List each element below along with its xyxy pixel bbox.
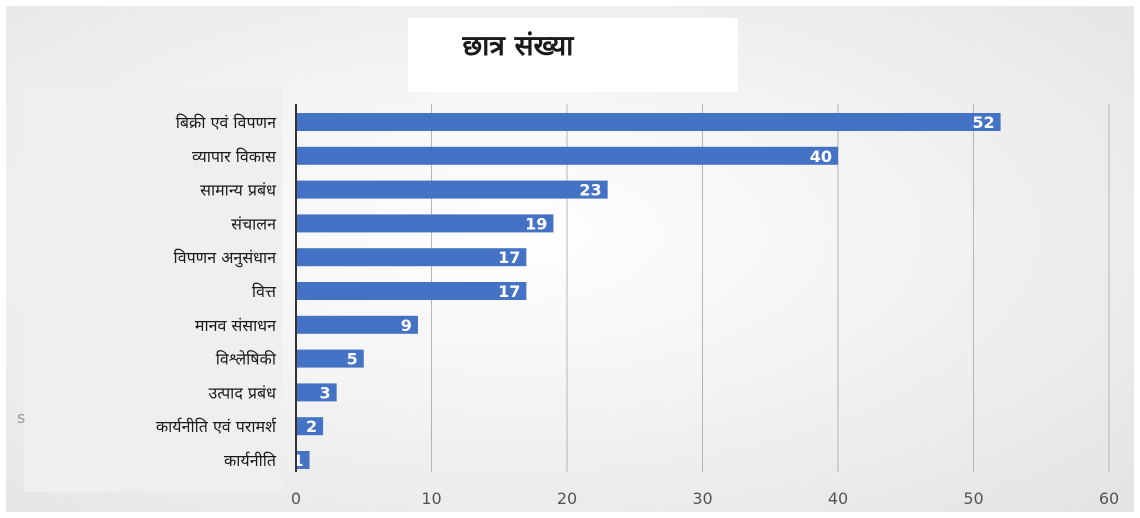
category-label: कार्यनीति एवं परामर्श: [156, 417, 277, 436]
bar: [296, 315, 418, 334]
x-tick-label: 30: [692, 489, 712, 508]
data-label: 3: [320, 383, 331, 402]
category-label: संचालन: [231, 214, 277, 233]
data-label: 19: [525, 214, 547, 233]
x-tick-label: 50: [963, 489, 983, 508]
bar: [296, 180, 608, 199]
title-background: [408, 18, 738, 92]
bar: [296, 349, 364, 368]
data-label: 52: [972, 113, 994, 132]
category-label: वित्त: [252, 282, 277, 301]
category-label: कार्यनीति: [224, 451, 277, 470]
category-label: विपणन अनुसंधान: [174, 248, 278, 268]
stray-mark: s: [17, 408, 26, 427]
category-label: मानव संसाधन: [195, 316, 277, 335]
chart-title: छात्र संख्या: [462, 29, 574, 62]
bar: [296, 282, 527, 300]
data-label: 9: [401, 316, 412, 335]
data-label: 17: [498, 282, 520, 301]
data-label: 40: [810, 147, 832, 166]
data-label: 2: [306, 417, 317, 436]
bar: [296, 383, 337, 402]
x-tick-label: 10: [421, 489, 441, 508]
category-label: सामान्य प्रबंध: [200, 181, 277, 200]
bar: [296, 214, 554, 233]
category-label-panel: [24, 88, 282, 492]
bar: [296, 451, 310, 469]
x-tick-label: 20: [557, 489, 577, 508]
bar: [296, 417, 324, 436]
data-label: 1: [292, 451, 303, 470]
category-label: बिक्री एवं विपणन: [176, 113, 277, 132]
x-tick-label: 0: [291, 489, 301, 508]
bar: [296, 113, 1001, 131]
data-label: 5: [347, 350, 358, 369]
bar: [296, 248, 527, 267]
x-tick-label: 40: [828, 489, 848, 508]
data-label: 17: [498, 248, 520, 267]
x-tick-label: 60: [1099, 489, 1119, 508]
category-label: उत्पाद प्रबंध: [208, 383, 277, 402]
category-label: व्यापार विकास: [192, 147, 277, 166]
bar: [296, 146, 838, 165]
category-label: विश्लेषिकी: [216, 350, 277, 369]
data-label: 23: [579, 181, 601, 200]
